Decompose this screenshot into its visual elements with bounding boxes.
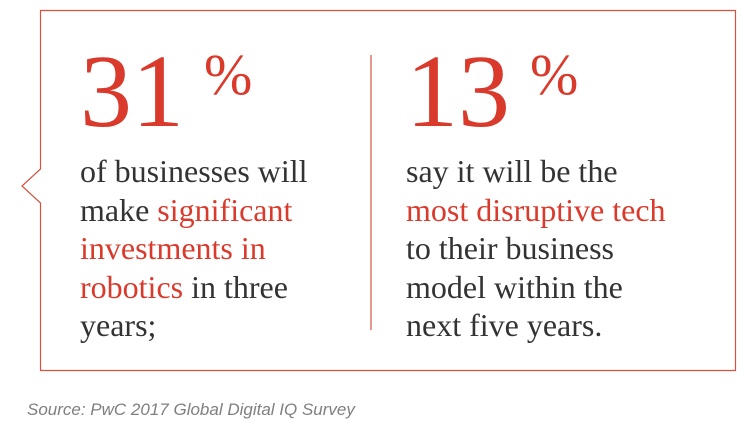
text-segment: make [80, 191, 158, 228]
stat-text: say it will be the most disruptive tech to… [406, 152, 666, 345]
stat-text: of businesses will make significant invest… [80, 152, 308, 345]
text-segment: model within the [406, 268, 623, 305]
text-line: robotics in three [80, 268, 308, 307]
text-segment: robotics [80, 268, 184, 305]
text-segment: to their business [406, 230, 614, 266]
text-segment: say it will be the [406, 153, 618, 189]
text-line: most disruptive tech [406, 191, 666, 230]
text-line: model within the [406, 268, 666, 307]
text-line: years; [80, 306, 308, 345]
callout-border [21, 9, 737, 372]
text-line: investments in [80, 229, 308, 268]
text-segment: investments in [80, 230, 266, 266]
stat-unit: % [530, 42, 579, 107]
stat-number: 31 [80, 34, 184, 149]
text-line: next five years. [406, 306, 666, 345]
text-segment: in three [183, 268, 288, 305]
text-line: make significant [80, 191, 308, 230]
source: Source: PwC 2017 Global Digital IQ Surve… [27, 400, 355, 419]
text-segment: most disruptive tech [406, 191, 666, 228]
stat-unit: % [204, 42, 253, 107]
stat-number: 13 [406, 34, 510, 149]
text-segment: significant [157, 191, 293, 228]
text-segment: of businesses will [80, 153, 308, 189]
text-segment: next five years. [406, 307, 603, 343]
text-line: of businesses will [80, 152, 308, 191]
text-line: to their business [406, 229, 666, 268]
text-segment: years; [80, 307, 157, 343]
text-line: say it will be the [406, 152, 666, 191]
